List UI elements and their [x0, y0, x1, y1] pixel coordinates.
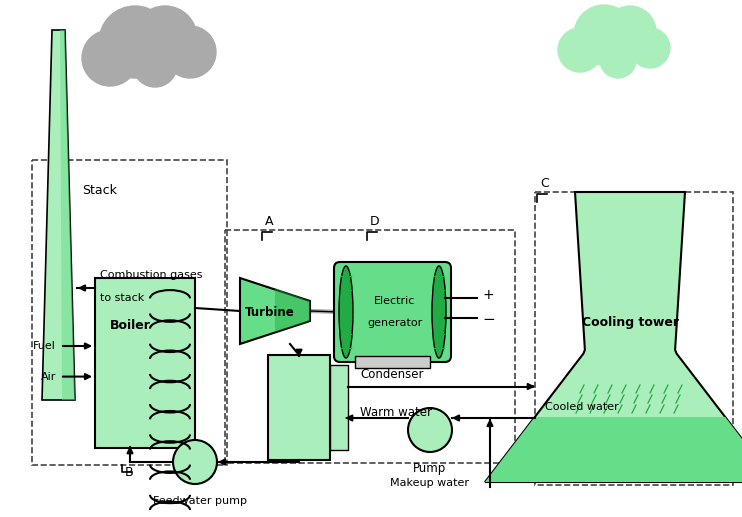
Circle shape — [408, 408, 452, 452]
Circle shape — [133, 6, 197, 70]
Text: Fuel: Fuel — [33, 341, 56, 351]
Circle shape — [82, 30, 138, 86]
Text: Condenser: Condenser — [360, 369, 424, 382]
Text: Pump: Pump — [413, 462, 447, 475]
FancyBboxPatch shape — [330, 365, 348, 450]
Circle shape — [558, 28, 602, 72]
Text: Air: Air — [41, 372, 56, 382]
FancyBboxPatch shape — [334, 262, 451, 362]
Text: Electric: Electric — [374, 296, 416, 307]
Circle shape — [173, 440, 217, 484]
Text: Warm water: Warm water — [360, 406, 432, 419]
Circle shape — [133, 43, 177, 87]
Text: Feedwater pump: Feedwater pump — [153, 496, 247, 506]
Text: A: A — [265, 215, 274, 228]
FancyBboxPatch shape — [355, 356, 430, 368]
Ellipse shape — [339, 266, 353, 358]
Text: −: − — [482, 312, 495, 327]
Polygon shape — [275, 288, 310, 332]
Circle shape — [574, 5, 634, 65]
Text: Cooled water: Cooled water — [545, 402, 619, 412]
Polygon shape — [485, 192, 742, 482]
Circle shape — [600, 42, 636, 78]
Circle shape — [604, 6, 656, 58]
Polygon shape — [42, 30, 75, 400]
Polygon shape — [60, 30, 75, 400]
Circle shape — [630, 28, 670, 68]
Text: to stack: to stack — [100, 293, 144, 303]
Text: Boiler: Boiler — [110, 319, 151, 332]
Text: Stack: Stack — [82, 184, 117, 196]
Text: Cooling tower: Cooling tower — [582, 316, 678, 329]
Circle shape — [164, 26, 216, 78]
Circle shape — [99, 6, 171, 78]
Polygon shape — [240, 278, 310, 344]
FancyBboxPatch shape — [268, 355, 330, 460]
Text: Turbine: Turbine — [245, 307, 295, 320]
Text: B: B — [125, 466, 134, 479]
Polygon shape — [485, 417, 742, 482]
Ellipse shape — [432, 266, 446, 358]
Text: C: C — [540, 177, 549, 190]
Text: +: + — [482, 288, 493, 302]
FancyBboxPatch shape — [95, 278, 195, 448]
Text: D: D — [370, 215, 380, 228]
Text: generator: generator — [367, 317, 422, 328]
Text: Makeup water: Makeup water — [390, 478, 470, 488]
Text: Combustion gases: Combustion gases — [100, 270, 203, 280]
